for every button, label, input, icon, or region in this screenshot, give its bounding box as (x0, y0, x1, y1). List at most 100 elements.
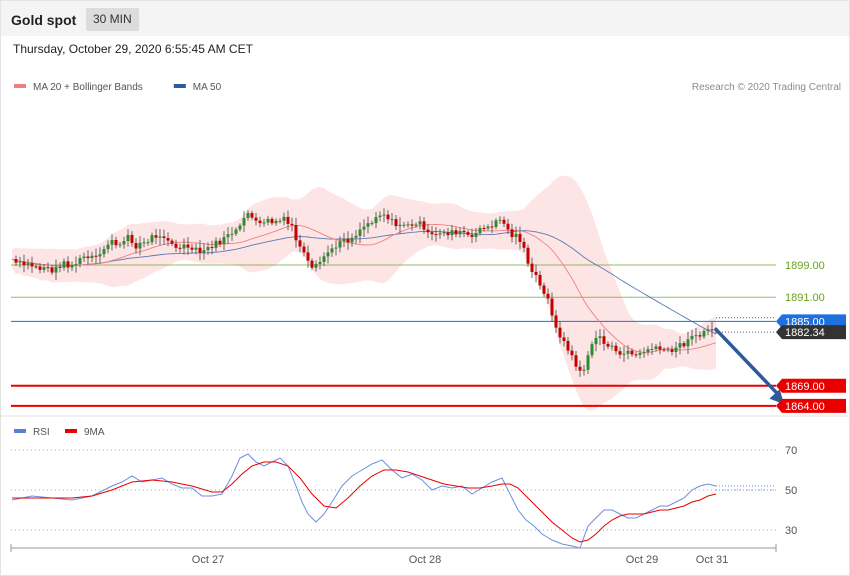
candle-body (698, 335, 702, 337)
candle-body (146, 242, 150, 244)
candle-body (642, 352, 646, 354)
candle-body (210, 247, 214, 249)
candle-body (78, 258, 82, 265)
candle-body (630, 350, 634, 355)
candle-body (402, 224, 406, 226)
candle-body (426, 229, 430, 233)
candle-body (538, 274, 542, 286)
candle-body (358, 229, 362, 236)
level-tag-1882.34 (776, 325, 846, 340)
candle-body (154, 235, 158, 238)
candle-body (334, 247, 338, 249)
candle-body (202, 250, 206, 253)
candle-body (118, 244, 122, 246)
candle-body (342, 238, 346, 242)
candle-body (378, 215, 382, 218)
candle-body (490, 226, 494, 228)
candle-body (158, 236, 162, 238)
candle-body (338, 241, 342, 248)
candle-body (102, 249, 106, 255)
candle-body (566, 340, 570, 351)
level-lines (11, 264, 776, 407)
candle-body (546, 293, 550, 299)
candle-body (590, 344, 594, 356)
level-tag-text-1869.00: 1869.00 (785, 381, 825, 393)
candle-body (318, 262, 322, 265)
candle-body (238, 225, 242, 230)
candle-body (50, 267, 54, 273)
candle-body (442, 232, 446, 234)
candle-body (626, 350, 630, 354)
candle-body (266, 218, 270, 223)
candle-body (298, 240, 302, 247)
header-bar: Gold spot 30 MIN (1, 1, 849, 36)
candle-body (530, 263, 534, 272)
candle-body (534, 271, 538, 275)
candle-body (290, 223, 294, 226)
candle-body (310, 260, 314, 268)
candle-body (386, 214, 390, 220)
x-tick-3: Oct 31 (696, 554, 728, 566)
rsi-grid: 70 50 30 (11, 445, 797, 537)
candle-body (226, 234, 230, 238)
candle-body (218, 240, 222, 245)
x-tick-1: Oct 28 (409, 554, 441, 566)
candle-body (194, 247, 198, 250)
candle-body (294, 225, 298, 241)
ma20-line (11, 224, 717, 353)
rsi-tick-70: 70 (785, 445, 797, 457)
candle-body (502, 219, 506, 224)
candle-body (554, 315, 558, 328)
level-label-1899.00: 1899.00 (785, 260, 825, 272)
candle-body (614, 345, 618, 352)
rsi-legend-label-0: RSI (33, 427, 50, 438)
rsi-legend-swatch-0 (14, 429, 26, 433)
legend-swatch-0 (14, 84, 26, 88)
candle-body (198, 247, 202, 253)
candle-body (494, 220, 498, 227)
candle-body (434, 234, 438, 236)
candle-body (618, 351, 622, 355)
candle-body (282, 216, 286, 221)
candle-body (478, 228, 482, 234)
candle-body (74, 264, 78, 266)
candle-body (390, 219, 394, 221)
candle-body (542, 285, 546, 294)
candle-body (418, 221, 422, 225)
candle-body (278, 220, 282, 222)
candle-body (454, 230, 458, 235)
candle-body (186, 244, 190, 248)
timeframe-badge[interactable]: 30 MIN (86, 8, 139, 31)
candle-body (710, 329, 714, 331)
rsi-legend: RSI 9MA (14, 427, 105, 438)
candle-body (634, 354, 638, 356)
x-tick-2: Oct 29 (626, 554, 658, 566)
legend-label-0: MA 20 + Bollinger Bands (33, 82, 143, 93)
candle-body (14, 259, 18, 263)
candle-body (594, 338, 598, 345)
candle-body (650, 349, 654, 351)
candle-body (142, 242, 146, 244)
candle-body (234, 229, 238, 234)
candle-body (466, 232, 470, 235)
candle-body (274, 220, 278, 224)
candle-body (270, 218, 274, 224)
level-tag-text-1882.34: 1882.34 (785, 327, 825, 339)
rsi-legend-label-1: 9MA (84, 427, 105, 438)
candle-body (122, 241, 126, 245)
level-tag-1885.00 (776, 314, 846, 329)
candle-body (258, 220, 262, 224)
moving-averages (11, 224, 717, 353)
candle-body (518, 233, 522, 242)
candle-body (674, 347, 678, 352)
credit-label: Research © 2020 Trading Central (692, 82, 841, 93)
candle-body (82, 256, 86, 259)
candle-body (706, 329, 710, 332)
candle-body (326, 252, 330, 257)
candle-body (70, 265, 74, 268)
trend-arrow (714, 327, 784, 405)
candle-body (178, 247, 182, 249)
candle-body (550, 298, 554, 316)
candle-body (474, 233, 478, 237)
candle-body (190, 247, 194, 250)
